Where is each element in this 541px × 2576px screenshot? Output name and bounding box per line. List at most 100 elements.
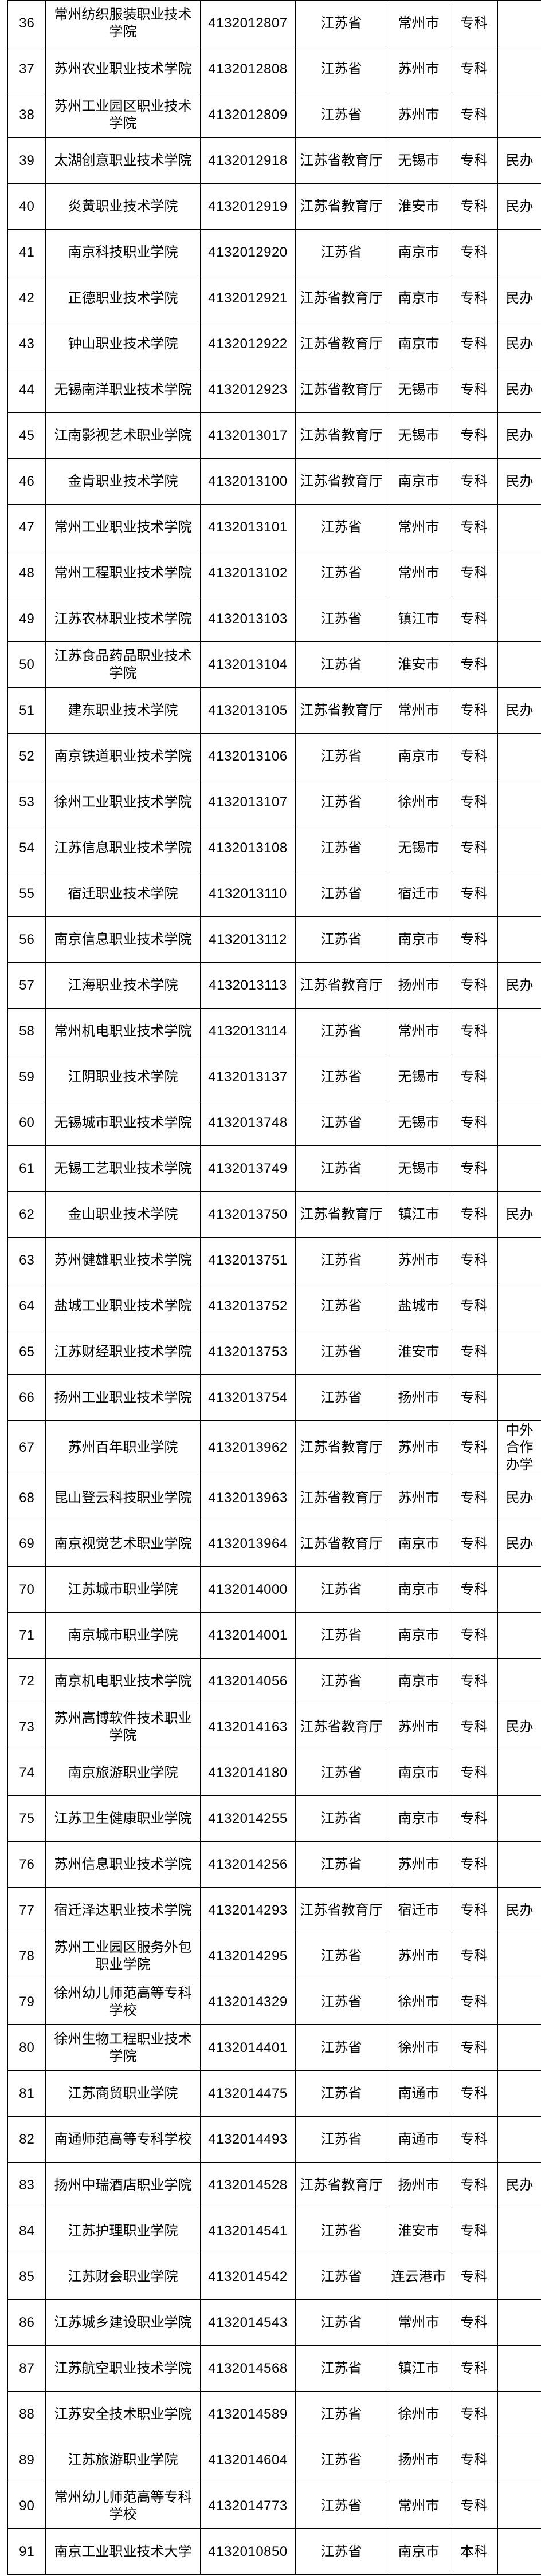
school-name: 苏州农业职业技术学院 <box>45 46 201 92</box>
city: 常州市 <box>387 2483 450 2529</box>
row-number: 48 <box>7 550 46 596</box>
education-level: 专科 <box>450 1374 498 1421</box>
supervising-authority: 江苏省教育厅 <box>295 321 387 367</box>
supervising-authority: 江苏省教育厅 <box>295 183 387 230</box>
education-level: 专科 <box>450 1933 498 1979</box>
school-name: 正德职业技术学院 <box>45 275 201 321</box>
remark: 民办 <box>497 137 541 184</box>
row-number: 69 <box>7 1521 46 1567</box>
row-number: 45 <box>7 412 46 459</box>
school-code: 4132014542 <box>200 2254 296 2300</box>
supervising-authority: 江苏省 <box>295 871 387 917</box>
school-code: 4132012807 <box>200 0 296 46</box>
supervising-authority: 江苏省 <box>295 2116 387 2163</box>
row-number: 66 <box>7 1374 46 1421</box>
remark <box>497 2070 541 2117</box>
table-row: 39 太湖创意职业技术学院 4132012918 江苏省教育厅 无锡市 专科 民… <box>7 137 541 184</box>
remark <box>497 1374 541 1421</box>
school-code: 4132013113 <box>200 962 296 1009</box>
education-level: 专科 <box>450 367 498 413</box>
city: 南通市 <box>387 2070 450 2117</box>
school-name: 苏州高博软件技术职业学院 <box>45 1704 201 1750</box>
supervising-authority: 江苏省教育厅 <box>295 1704 387 1750</box>
education-level: 专科 <box>450 1566 498 1613</box>
remark <box>497 2528 541 2575</box>
row-number: 70 <box>7 1566 46 1613</box>
school-name: 扬州工业职业技术学院 <box>45 1374 201 1421</box>
table-row: 90 常州幼儿师范高等专科学校 4132014773 江苏省 常州市 专科 <box>7 2483 541 2529</box>
supervising-authority: 江苏省 <box>295 1145 387 1192</box>
table-row: 67 苏州百年职业学院 4132013962 江苏省教育厅 苏州市 专科 中外合… <box>7 1420 541 1475</box>
table-row: 85 江苏财会职业学院 4132014542 江苏省 连云港市 专科 <box>7 2254 541 2300</box>
city: 苏州市 <box>387 1933 450 1979</box>
school-name: 钟山职业技术学院 <box>45 321 201 367</box>
school-code: 4132014604 <box>200 2437 296 2483</box>
education-level: 专科 <box>450 2162 498 2208</box>
city: 南京市 <box>387 1612 450 1659</box>
row-number: 49 <box>7 596 46 642</box>
school-code: 4132013754 <box>200 1374 296 1421</box>
remark: 民办 <box>497 275 541 321</box>
education-level: 专科 <box>450 1704 498 1750</box>
education-level: 专科 <box>450 1658 498 1704</box>
remark <box>497 779 541 825</box>
supervising-authority: 江苏省教育厅 <box>295 1420 387 1475</box>
table-row: 59 江阴职业技术学院 4132013137 江苏省 无锡市 专科 <box>7 1054 541 1100</box>
city: 徐州市 <box>387 1979 450 2025</box>
school-name: 江苏财经职业技术学院 <box>45 1329 201 1375</box>
city: 南京市 <box>387 1521 450 1567</box>
supervising-authority: 江苏省 <box>295 2299 387 2346</box>
supervising-authority: 江苏省 <box>295 596 387 642</box>
row-number: 83 <box>7 2162 46 2208</box>
school-name: 苏州工业园区服务外包职业学院 <box>45 1933 201 1979</box>
school-code: 4132013100 <box>200 458 296 505</box>
city: 徐州市 <box>387 779 450 825</box>
remark <box>497 1612 541 1659</box>
supervising-authority: 江苏省教育厅 <box>295 1521 387 1567</box>
education-level: 专科 <box>450 962 498 1009</box>
education-level: 专科 <box>450 2070 498 2117</box>
remark <box>497 229 541 275</box>
row-number: 53 <box>7 779 46 825</box>
row-number: 54 <box>7 825 46 871</box>
supervising-authority: 江苏省 <box>295 229 387 275</box>
supervising-authority: 江苏省 <box>295 46 387 92</box>
school-code: 4132013963 <box>200 1475 296 1521</box>
row-number: 68 <box>7 1475 46 1521</box>
school-code: 4132012920 <box>200 229 296 275</box>
supervising-authority: 江苏省教育厅 <box>295 1191 387 1238</box>
city: 常州市 <box>387 2299 450 2346</box>
supervising-authority: 江苏省教育厅 <box>295 687 387 734</box>
row-number: 44 <box>7 367 46 413</box>
remark <box>497 92 541 138</box>
school-name: 常州纺织服装职业技术学院 <box>45 0 201 46</box>
table-row: 91 南京工业职业技术大学 4132010850 江苏省 南京市 本科 <box>7 2528 541 2575</box>
supervising-authority: 江苏省教育厅 <box>295 2162 387 2208</box>
table-row: 53 徐州工业职业技术学院 4132013107 江苏省 徐州市 专科 <box>7 779 541 825</box>
table-row: 60 无锡城市职业技术学院 4132013748 江苏省 无锡市 专科 <box>7 1100 541 1146</box>
remark <box>497 2024 541 2071</box>
row-number: 67 <box>7 1420 46 1475</box>
supervising-authority: 江苏省 <box>295 92 387 138</box>
city: 南京市 <box>387 1658 450 1704</box>
city: 常州市 <box>387 0 450 46</box>
school-code: 4132013964 <box>200 1521 296 1567</box>
table-row: 84 江苏护理职业学院 4132014541 江苏省 淮安市 专科 <box>7 2208 541 2254</box>
row-number: 60 <box>7 1100 46 1146</box>
city: 无锡市 <box>387 1100 450 1146</box>
table-row: 38 苏州工业园区职业技术学院 4132012809 江苏省 苏州市 专科 <box>7 92 541 138</box>
education-level: 专科 <box>450 1054 498 1100</box>
remark: 民办 <box>497 321 541 367</box>
table-row: 80 徐州生物工程职业技术学院 4132014401 江苏省 徐州市 专科 <box>7 2024 541 2071</box>
supervising-authority: 江苏省教育厅 <box>295 1887 387 1933</box>
row-number: 73 <box>7 1704 46 1750</box>
row-number: 65 <box>7 1329 46 1375</box>
remark: 民办 <box>497 1887 541 1933</box>
city: 南京市 <box>387 229 450 275</box>
remark <box>497 596 541 642</box>
table-row: 42 正德职业技术学院 4132012921 江苏省教育厅 南京市 专科 民办 <box>7 275 541 321</box>
row-number: 42 <box>7 275 46 321</box>
remark: 民办 <box>497 1521 541 1567</box>
remark <box>497 1566 541 1613</box>
